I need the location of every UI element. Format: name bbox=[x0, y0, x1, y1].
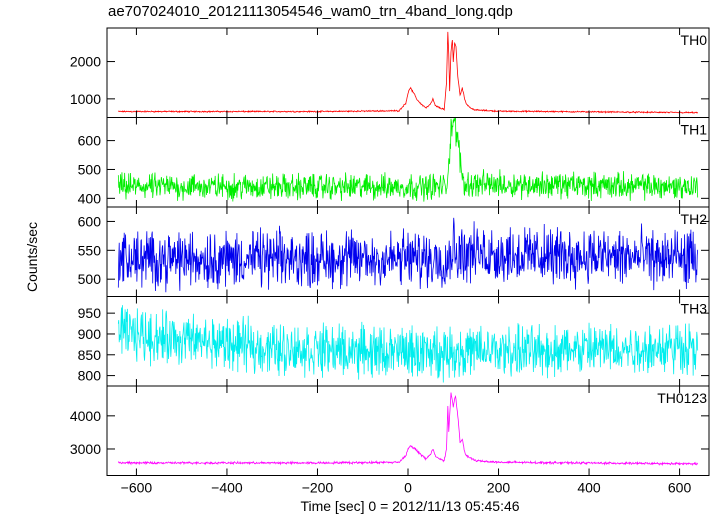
series-th0-line bbox=[118, 31, 698, 114]
panel-th1: 400 500 600 TH1 bbox=[78, 117, 710, 208]
y-tick-label: 400 bbox=[78, 190, 102, 206]
panel-frame bbox=[106, 117, 710, 208]
y-tick-label: 900 bbox=[78, 326, 102, 342]
series-th1-line bbox=[117, 117, 699, 202]
x-tick-label: 200 bbox=[487, 480, 511, 496]
y-tick-label: 600 bbox=[78, 213, 102, 229]
x-tick-label: −600 bbox=[121, 480, 153, 496]
panel-th3: 800 850 900 950 TH3 bbox=[78, 296, 710, 387]
panel-label-th3: TH3 bbox=[681, 301, 708, 317]
x-tick-label: 0 bbox=[404, 480, 412, 496]
y-tick-label: 600 bbox=[78, 133, 102, 149]
y-tick-label: 800 bbox=[78, 368, 102, 384]
x-tick-label: 600 bbox=[668, 480, 692, 496]
series-th2-line bbox=[117, 217, 699, 293]
y-tick-label: 500 bbox=[78, 161, 102, 177]
y-tick-label: 1000 bbox=[70, 91, 101, 107]
x-axis-label: Time [sec] 0 = 2012/11/13 05:45:46 bbox=[300, 498, 520, 514]
x-tick-label: −400 bbox=[211, 480, 243, 496]
y-tick-label: 500 bbox=[78, 271, 102, 287]
panel-frame bbox=[106, 385, 710, 476]
panel-frame bbox=[106, 296, 710, 387]
x-tick-label: −200 bbox=[302, 480, 334, 496]
series-th0123-line bbox=[117, 392, 699, 467]
y-tick-label: 2000 bbox=[70, 54, 101, 70]
panel-th2: 500 550 600 TH2 bbox=[78, 206, 710, 297]
y-tick-label: 4000 bbox=[70, 408, 101, 424]
panel-label-th2: TH2 bbox=[681, 211, 708, 227]
chart-title: ae707024010_20121113054546_wam0_trn_4ban… bbox=[108, 3, 513, 20]
panel-label-th1: TH1 bbox=[681, 122, 708, 138]
y-tick-label: 950 bbox=[78, 305, 102, 321]
x-tick-label: 400 bbox=[577, 480, 601, 496]
panel-th0123: 3000 4000 −600 −400 −200 0 200 400 600 TH0123 bbox=[70, 385, 710, 496]
panel-label-th0: TH0 bbox=[681, 32, 708, 48]
y-tick-label: 850 bbox=[78, 347, 102, 363]
y-tick-label: 3000 bbox=[70, 441, 101, 457]
panel-frame bbox=[106, 27, 710, 118]
series-th3-line bbox=[117, 305, 699, 383]
panel-th0: 1000 2000 TH0 bbox=[70, 27, 710, 118]
y-tick-label: 550 bbox=[78, 242, 102, 258]
panel-label-th0123: TH0123 bbox=[657, 390, 707, 406]
